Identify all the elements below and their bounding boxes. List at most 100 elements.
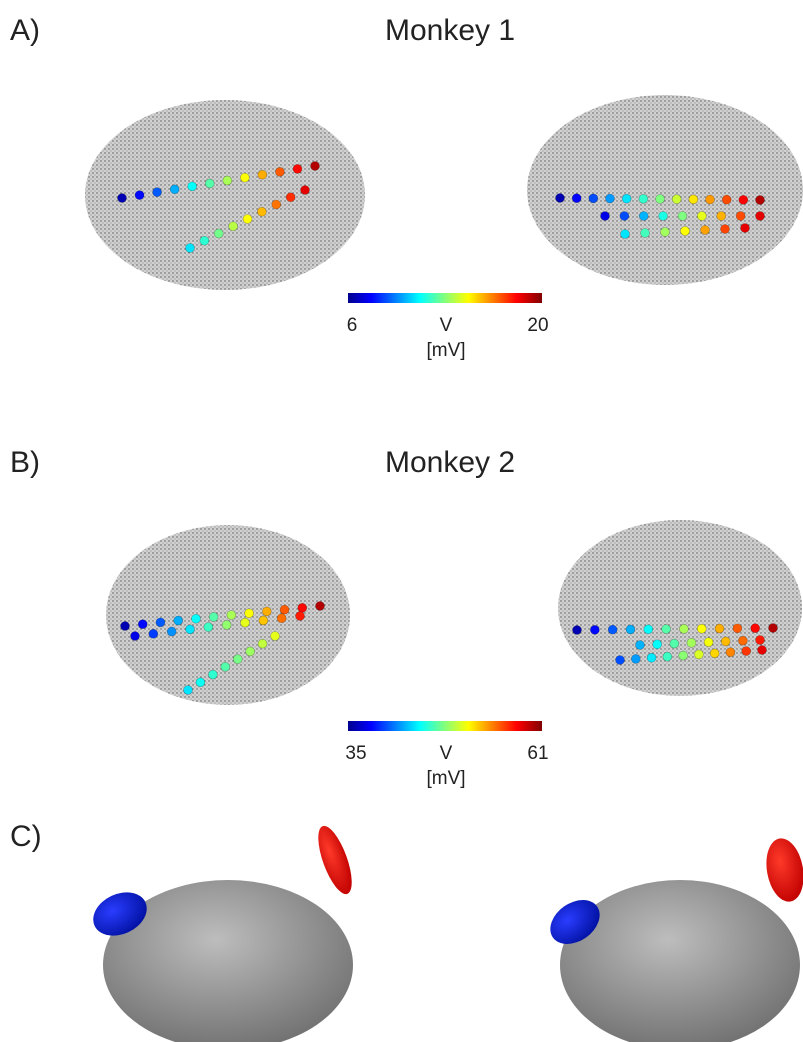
electrode-site xyxy=(662,625,671,634)
electrode-site xyxy=(245,609,254,618)
electrode-site xyxy=(687,638,696,647)
electrode-site xyxy=(200,236,209,245)
electrode-site xyxy=(704,638,713,647)
electrode-site xyxy=(572,194,581,203)
electrode-site xyxy=(710,649,719,658)
colorbar-variable: V xyxy=(440,743,453,764)
electrode-site xyxy=(214,229,223,238)
electrode-site xyxy=(590,625,599,634)
electrode-site xyxy=(653,640,662,649)
colorbar-max: 61 xyxy=(527,743,548,764)
electrode-site xyxy=(689,195,698,204)
electrode-site xyxy=(191,614,200,623)
electrode-site xyxy=(121,622,130,631)
panel-label: B) xyxy=(10,446,40,479)
brain-lateral xyxy=(85,100,365,290)
electrode-site xyxy=(738,636,747,645)
electrode-site xyxy=(573,626,582,635)
electrode-site xyxy=(644,625,653,634)
electrode-site xyxy=(316,602,325,611)
electrode-site xyxy=(258,170,267,179)
electrode-site xyxy=(606,194,615,203)
electrode-site xyxy=(616,656,625,665)
electrode-site xyxy=(241,618,250,627)
electrode-site xyxy=(204,623,213,632)
electrode-site xyxy=(227,611,236,620)
colorbar xyxy=(348,721,542,731)
electrode-site xyxy=(301,186,310,195)
electrode-site xyxy=(670,639,679,648)
electrode-site xyxy=(298,603,307,612)
electrode-site xyxy=(661,228,670,237)
electrode-site xyxy=(636,641,645,650)
electrode-site xyxy=(222,620,231,629)
electrode-site xyxy=(663,652,672,661)
electrode-site xyxy=(243,215,252,224)
electrode-site xyxy=(259,616,268,625)
electrode-site xyxy=(679,624,688,633)
electrode-site xyxy=(296,612,305,621)
electrode-site xyxy=(286,193,295,202)
brain-dorsal xyxy=(558,520,802,696)
electrode-site xyxy=(656,195,665,204)
electrode-site xyxy=(733,624,742,633)
electrode-site xyxy=(639,212,648,221)
electrode-site xyxy=(246,647,255,656)
electrode-site xyxy=(697,212,706,221)
electrode-site xyxy=(196,678,205,687)
electrode-site xyxy=(293,164,302,173)
electrode-site xyxy=(756,196,765,205)
electrode-site xyxy=(659,212,668,221)
electrode-site xyxy=(174,616,183,625)
electrode-site xyxy=(608,625,617,634)
electrode-site xyxy=(275,167,284,176)
colorbar-max: 20 xyxy=(527,315,548,336)
electrode-site xyxy=(257,207,266,216)
electrode-site xyxy=(620,212,629,221)
electrode-site xyxy=(722,195,731,204)
electrode-site xyxy=(209,612,218,621)
electrode-site xyxy=(556,194,565,203)
electrode-site xyxy=(641,229,650,238)
electrode-site xyxy=(647,653,656,662)
electrode-site xyxy=(272,200,281,209)
electrode-site xyxy=(678,212,687,221)
panel-label: A) xyxy=(10,14,40,47)
electrode-site xyxy=(205,179,214,188)
electrode-site xyxy=(679,651,688,660)
electrode-site xyxy=(186,625,195,634)
brain-surface xyxy=(560,880,800,1042)
electrode-site xyxy=(721,637,730,646)
electrode-site xyxy=(258,639,267,648)
electrode-cathode xyxy=(762,835,803,904)
electrode-site xyxy=(601,212,610,221)
figure: A) Monkey 1 6 V 20 [mV] B) Monkey 2 35 V… xyxy=(0,0,803,1042)
electrode-site xyxy=(701,226,710,235)
electrode-site xyxy=(741,224,750,233)
electrode-site xyxy=(726,648,735,657)
electrode-site xyxy=(769,624,778,633)
electrode-site xyxy=(756,212,765,221)
electrode-site xyxy=(184,686,193,695)
colorbar-unit: [mV] xyxy=(426,340,465,361)
panel-label: C) xyxy=(10,820,42,853)
electrode-site xyxy=(622,194,631,203)
electrode-site xyxy=(756,636,765,645)
electrode-site xyxy=(751,624,760,633)
panel-title: Monkey 2 xyxy=(385,446,515,479)
electrode-site xyxy=(153,188,162,197)
panel-title: Monkey 1 xyxy=(385,14,515,47)
electrode-site xyxy=(233,655,242,664)
electrode-site xyxy=(280,605,289,614)
electrode-site xyxy=(626,625,635,634)
colorbar-min: 35 xyxy=(345,743,366,764)
electrode-site xyxy=(589,194,598,203)
electrode-site xyxy=(221,662,230,671)
electrode-site xyxy=(170,185,179,194)
electrode-site xyxy=(742,647,751,656)
electrode-site xyxy=(271,632,280,641)
electrode-site xyxy=(631,654,640,663)
electrode-site xyxy=(736,212,745,221)
electrode-site xyxy=(229,222,238,231)
electrode-site xyxy=(138,620,147,629)
